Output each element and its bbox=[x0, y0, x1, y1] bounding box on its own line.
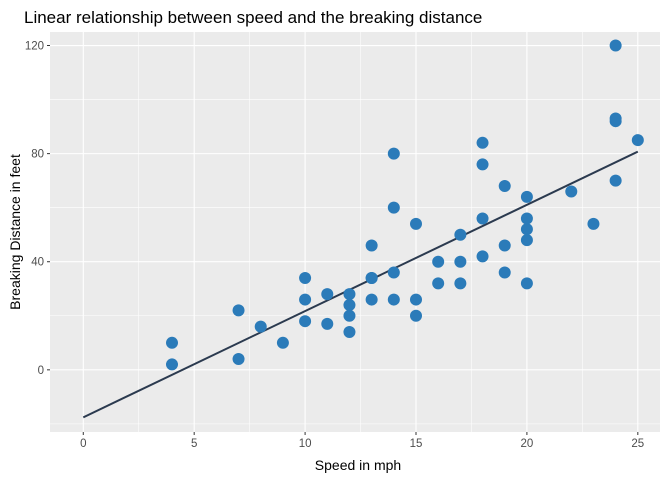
data-point bbox=[520, 234, 533, 247]
x-tick-label: 10 bbox=[299, 438, 312, 450]
data-point bbox=[454, 255, 467, 268]
x-tick-label: 0 bbox=[80, 438, 86, 450]
chart-title: Linear relationship between speed and th… bbox=[24, 8, 482, 27]
data-point bbox=[321, 317, 334, 330]
y-tick-label: 0 bbox=[38, 365, 44, 377]
data-point bbox=[609, 174, 622, 187]
data-point bbox=[520, 190, 533, 203]
data-point bbox=[299, 293, 312, 306]
y-tick-label: 40 bbox=[31, 257, 44, 269]
y-tick-label: 120 bbox=[25, 41, 44, 53]
data-point bbox=[565, 185, 578, 198]
regression-line bbox=[82, 150, 639, 419]
data-point bbox=[609, 112, 622, 125]
data-point bbox=[387, 147, 400, 160]
data-point bbox=[631, 134, 644, 147]
y-axis-ticks: 0 40 80 120 bbox=[25, 41, 50, 377]
data-point bbox=[232, 304, 245, 317]
data-point bbox=[410, 217, 422, 230]
data-point bbox=[454, 277, 467, 290]
y-tick-label: 80 bbox=[31, 149, 44, 161]
data-point bbox=[166, 358, 178, 371]
data-point bbox=[299, 271, 312, 284]
data-point bbox=[365, 293, 378, 306]
data-point bbox=[520, 223, 533, 236]
data-point bbox=[432, 255, 445, 268]
data-point bbox=[476, 158, 489, 171]
data-point bbox=[587, 217, 600, 230]
data-point bbox=[232, 353, 245, 366]
y-axis-title: Breaking Distance in feet bbox=[7, 154, 23, 310]
data-point bbox=[254, 320, 267, 333]
x-tick-label: 15 bbox=[410, 438, 423, 450]
data-point bbox=[454, 228, 467, 241]
data-point bbox=[365, 271, 378, 284]
data-point bbox=[498, 266, 511, 279]
data-points bbox=[166, 39, 644, 371]
data-point bbox=[166, 336, 178, 349]
data-point bbox=[520, 277, 533, 290]
data-point bbox=[520, 212, 533, 225]
data-point bbox=[343, 309, 356, 322]
data-point bbox=[476, 136, 489, 149]
data-point bbox=[476, 212, 489, 225]
x-axis-ticks: 0 5 10 15 20 25 bbox=[80, 432, 644, 450]
x-tick-label: 20 bbox=[521, 438, 534, 450]
data-point bbox=[476, 250, 489, 263]
data-point bbox=[498, 239, 511, 252]
data-point bbox=[321, 288, 334, 301]
data-point bbox=[343, 298, 356, 311]
x-axis-title: Speed in mph bbox=[315, 457, 401, 473]
data-point bbox=[299, 315, 312, 328]
data-point bbox=[276, 336, 289, 349]
fit-line-layer bbox=[82, 150, 639, 419]
data-point bbox=[410, 293, 422, 306]
x-tick-label: 5 bbox=[191, 438, 197, 450]
data-point bbox=[498, 180, 511, 193]
data-point bbox=[365, 239, 378, 252]
data-point bbox=[343, 326, 356, 338]
data-point bbox=[343, 288, 356, 301]
x-tick-label: 25 bbox=[631, 438, 644, 450]
data-point bbox=[387, 266, 400, 279]
data-point bbox=[432, 277, 445, 290]
plot-panel bbox=[50, 32, 660, 432]
data-point bbox=[410, 309, 422, 322]
data-point bbox=[387, 293, 400, 306]
data-point bbox=[609, 39, 622, 52]
data-point bbox=[387, 201, 400, 214]
